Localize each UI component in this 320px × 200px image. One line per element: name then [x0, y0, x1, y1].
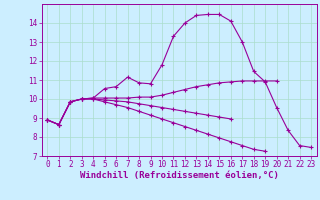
X-axis label: Windchill (Refroidissement éolien,°C): Windchill (Refroidissement éolien,°C) [80, 171, 279, 180]
